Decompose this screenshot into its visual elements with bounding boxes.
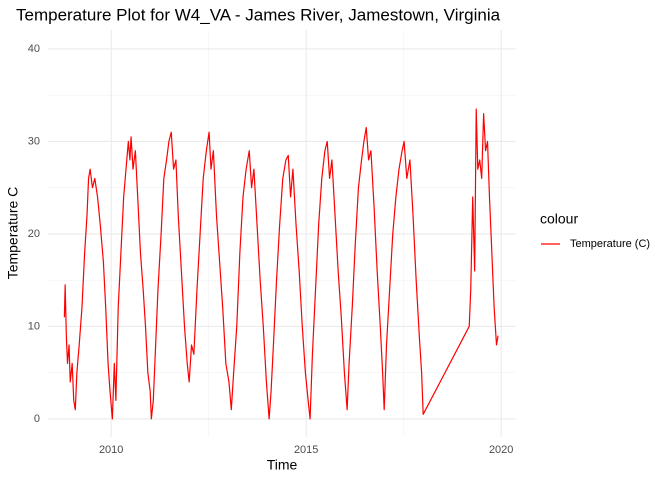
x-axis-label: Time	[267, 457, 298, 473]
y-axis-label: Temperature C	[5, 187, 21, 280]
x-tick-label: 2010	[99, 444, 123, 456]
y-tick-label: 30	[28, 135, 40, 147]
x-tick-label: 2015	[294, 444, 318, 456]
y-tick-label: 10	[28, 320, 40, 332]
legend-title: colour	[540, 211, 578, 227]
y-tick-label: 40	[28, 43, 40, 55]
legend-label: Temperature (C)	[570, 238, 650, 250]
chart-title: Temperature Plot for W4_VA - James River…	[16, 5, 501, 24]
y-tick-label: 0	[34, 413, 40, 425]
x-tick-label: 2020	[489, 444, 513, 456]
data-line	[63, 108, 499, 420]
y-tick-label: 20	[28, 228, 40, 240]
